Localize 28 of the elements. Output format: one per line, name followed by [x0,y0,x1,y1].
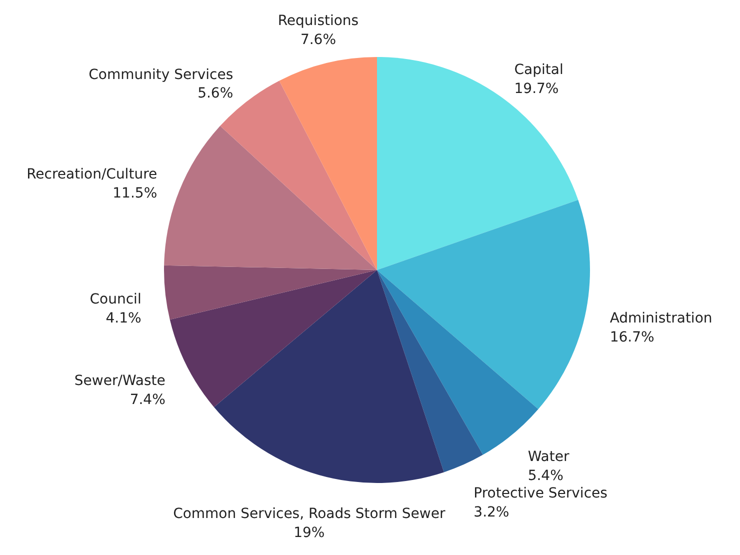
pie-slice [170,270,377,408]
data-label: 7.4% [130,392,166,408]
data-label: 16.7% [610,330,654,346]
slice-label: Requistions [278,13,359,30]
pie-slice [377,200,590,410]
pie-slice [377,57,578,270]
data-label: 5.6% [198,86,234,102]
slice-label: Sewer/Waste [74,373,166,390]
pie-slice [214,270,444,483]
data-label: 5.4% [528,468,564,484]
data-label: 7.6% [300,32,336,48]
pie-slice [164,126,377,270]
pie-slice [164,265,377,320]
data-label: 4.1% [106,310,142,327]
pie-slice [279,57,377,270]
slice-label: Community Services [88,66,234,83]
data-label: 19% [294,524,325,541]
slice-label: Capital [514,62,564,78]
pie-slice [377,270,483,472]
slice-label: Recreation/Culture [26,166,158,183]
data-label: 3.2% [474,504,510,521]
slice-label: Water [528,449,570,466]
data-label: 11.5% [112,186,158,202]
slice-label: Protective Services [474,486,608,502]
slice-label: Council [90,292,142,308]
slice-label: Administration [610,310,712,327]
data-label: 19.7% [514,80,559,97]
slice-label: Common Services, Roads Storm Sewer [173,506,446,522]
